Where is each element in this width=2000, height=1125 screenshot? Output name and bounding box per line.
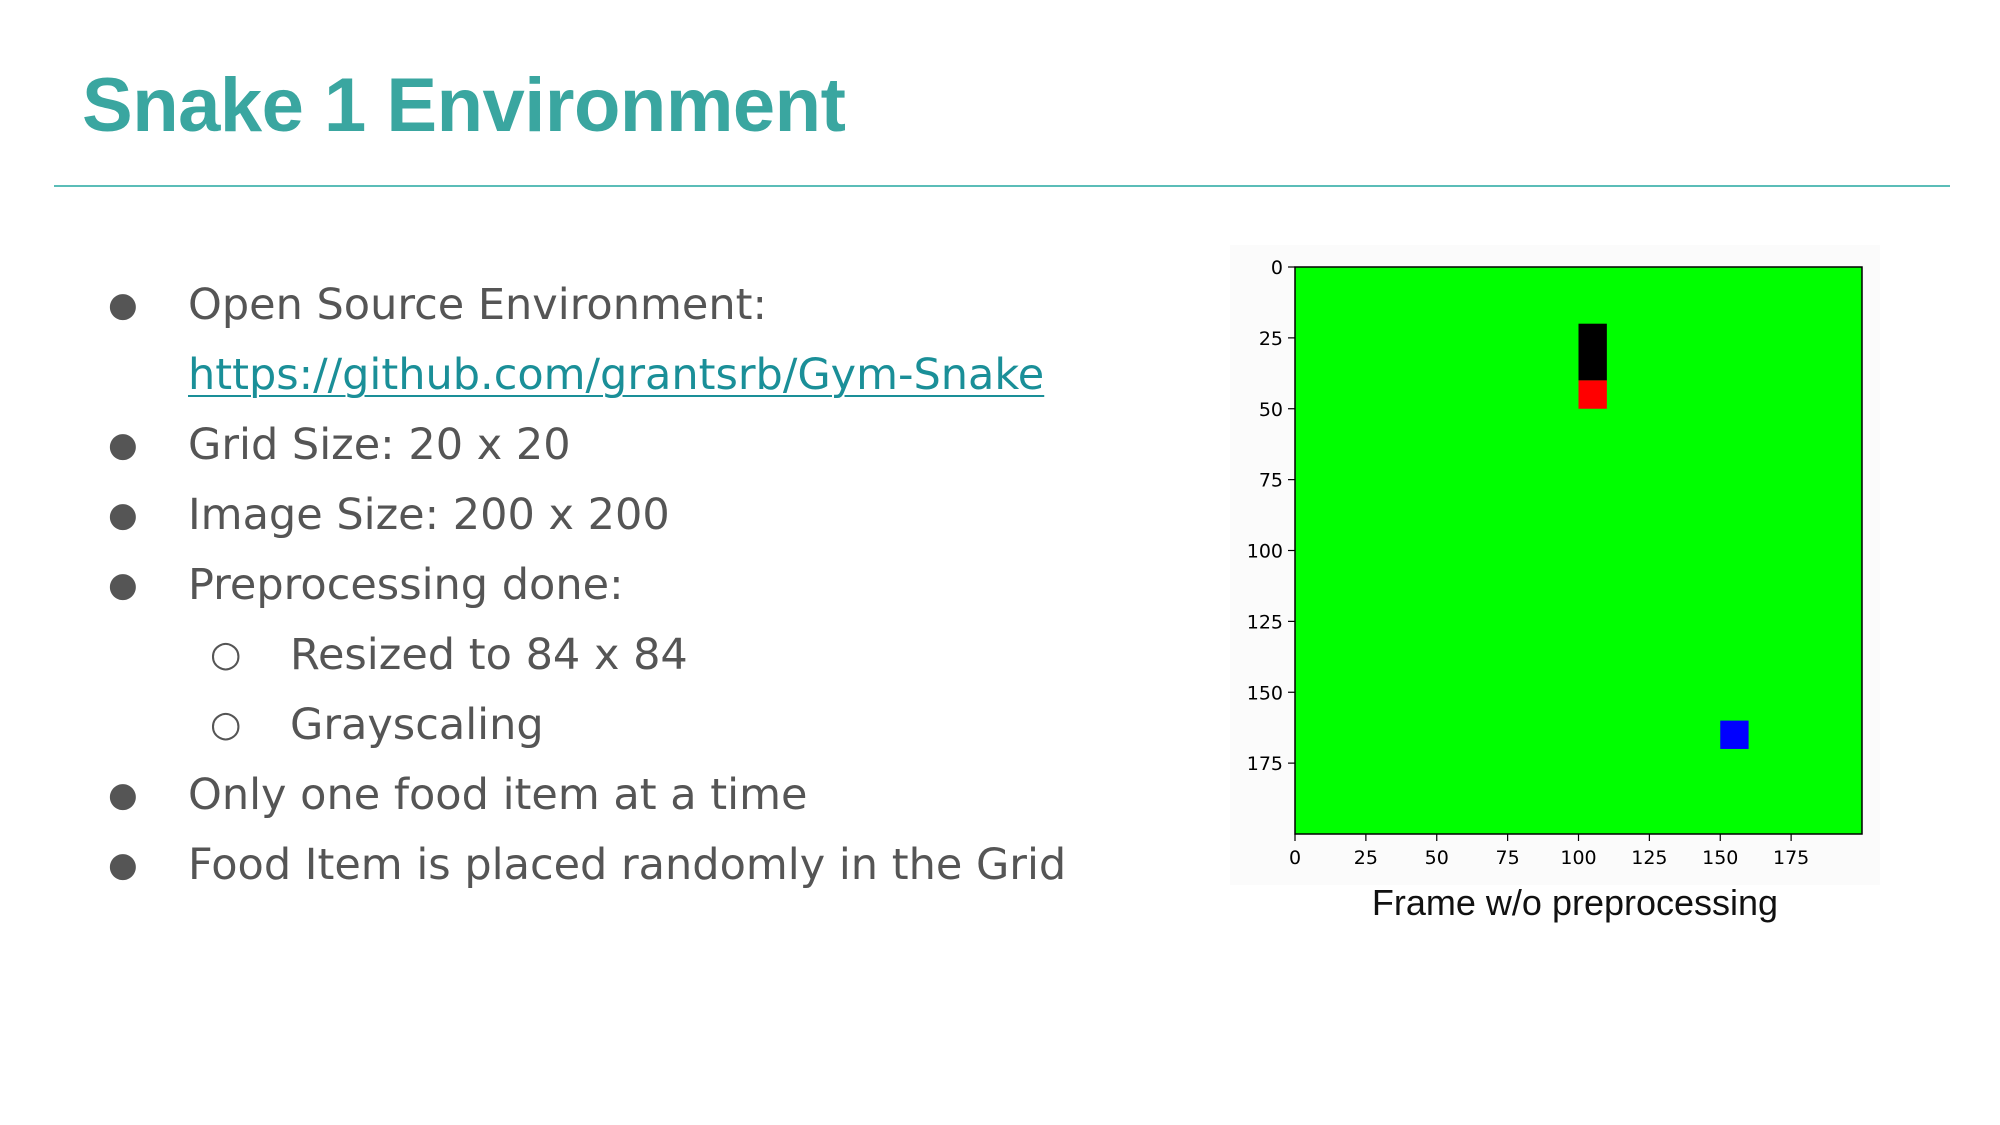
sub-bullet-marker: ○ [210, 704, 242, 745]
x-tick-label: 150 [1702, 847, 1738, 869]
bullet-text: Only one food item at a time [188, 770, 808, 820]
sub-bullet-marker: ○ [210, 634, 242, 675]
title-divider [54, 185, 1950, 187]
sub-bullet-text: Resized to 84 x 84 [290, 630, 688, 680]
bullet-text: Grid Size: 20 x 20 [188, 420, 571, 470]
y-tick-label: 125 [1247, 611, 1283, 633]
bullet-text: Preprocessing done: [188, 560, 624, 610]
x-tick-label: 100 [1560, 847, 1596, 869]
x-tick-label: 75 [1496, 847, 1520, 869]
y-tick-label: 100 [1247, 541, 1283, 563]
x-tick-label: 0 [1289, 847, 1301, 869]
bullet-marker: ● [108, 425, 138, 465]
x-tick-label: 175 [1773, 847, 1809, 869]
bullet-marker: ● [108, 845, 138, 885]
bullet-text: Image Size: 200 x 200 [188, 490, 670, 540]
y-tick-label: 75 [1259, 470, 1283, 492]
x-tick-label: 50 [1425, 847, 1449, 869]
bullet-marker: ● [108, 285, 138, 325]
bullet-text: Open Source Environment: [188, 280, 767, 330]
bullet-marker: ● [108, 775, 138, 815]
snake-head-cell [1578, 380, 1607, 409]
bullet-marker: ● [108, 565, 138, 605]
y-tick-label: 150 [1247, 682, 1283, 704]
y-tick-label: 175 [1247, 753, 1283, 775]
y-tick-label: 25 [1259, 328, 1283, 350]
x-tick-label: 125 [1631, 847, 1667, 869]
bullet-marker: ● [108, 495, 138, 535]
bullet-text: Food Item is placed randomly in the Grid [188, 840, 1067, 890]
github-link[interactable]: https://github.com/grantsrb/Gym-Snake [188, 350, 1045, 400]
food-cell [1720, 720, 1749, 749]
snake-frame-plot: 0 25 50 75 100 125 150 175 0 25 50 75 100 125 150 175 [1247, 257, 1863, 869]
figure-caption: Frame w/o preprocessing [1371, 882, 1779, 923]
sub-bullet-text: Grayscaling [290, 700, 544, 750]
y-tick-label: 50 [1259, 399, 1283, 421]
snake-body-cell [1578, 323, 1607, 381]
snake-frame-figure: 0 25 50 75 100 125 150 175 0 25 50 75 100 125 150 175 [1230, 245, 1880, 885]
slide-title: Snake 1 Environment [82, 63, 846, 148]
x-tick-label: 25 [1354, 847, 1378, 869]
y-tick-label: 0 [1271, 257, 1283, 279]
